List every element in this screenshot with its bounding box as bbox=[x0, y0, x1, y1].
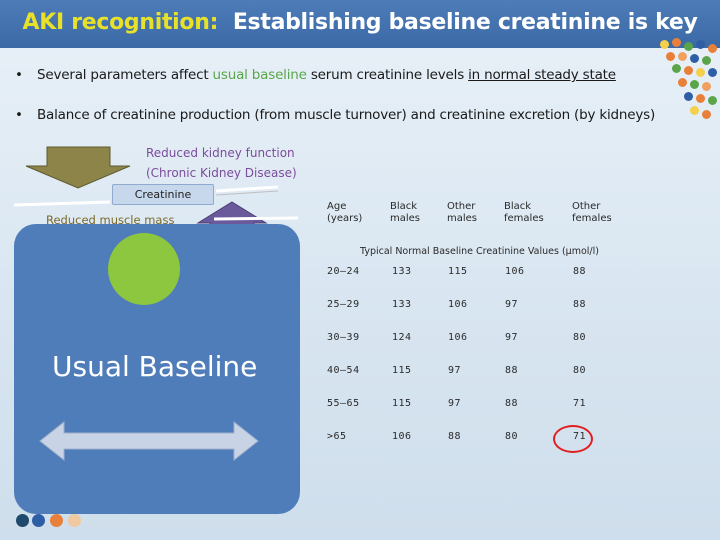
value-cell: 133 bbox=[392, 266, 412, 277]
decorative-dots bbox=[658, 38, 720, 128]
value-cell: 97 bbox=[448, 398, 462, 409]
value-cell: 115 bbox=[448, 266, 468, 277]
value-cell: 88 bbox=[505, 365, 519, 376]
age-range-cell: 25–29 bbox=[327, 299, 360, 310]
bullet-1-underlined: in normal steady state bbox=[468, 67, 616, 83]
down-arrow-icon bbox=[25, 146, 131, 189]
bullet-1-before: Several parameters affect bbox=[37, 67, 213, 83]
creatinine-level-circle bbox=[108, 233, 180, 305]
double-arrow-icon bbox=[39, 420, 259, 462]
header-other-females: Other females bbox=[572, 201, 612, 224]
value-cell: 71 bbox=[573, 398, 587, 409]
header-age: Age (years) bbox=[327, 201, 363, 224]
value-cell: 133 bbox=[392, 299, 412, 310]
value-cell: 97 bbox=[505, 332, 519, 343]
kidney-label-2: (Chronic Kidney Disease) bbox=[146, 166, 297, 180]
value-cell: 80 bbox=[573, 332, 587, 343]
age-range-cell: 40–54 bbox=[327, 365, 360, 376]
value-cell: 115 bbox=[392, 398, 412, 409]
usual-baseline-label: Usual Baseline bbox=[52, 350, 258, 383]
highlight-circle bbox=[553, 425, 593, 453]
bullet-2: • Balance of creatinine production (from … bbox=[15, 107, 655, 123]
value-cell: 106 bbox=[448, 299, 468, 310]
header-black-males: Black males bbox=[390, 201, 421, 224]
value-cell: 97 bbox=[505, 299, 519, 310]
value-cell: 88 bbox=[573, 266, 587, 277]
bullet-marker: • bbox=[15, 107, 23, 123]
bullet-1: • Several parameters affect usual baselin… bbox=[15, 67, 616, 83]
slide-title: AKI recognition: Establishing baseline c… bbox=[0, 10, 720, 35]
header-other-males: Other males bbox=[447, 201, 478, 224]
value-cell: 97 bbox=[448, 365, 462, 376]
bullet-1-middle: serum creatinine levels bbox=[306, 67, 469, 83]
kidney-label-1: Reduced kidney function bbox=[146, 146, 295, 160]
value-cell: 88 bbox=[448, 431, 462, 442]
creatinine-label: Creatinine bbox=[112, 184, 214, 205]
value-cell: 80 bbox=[573, 365, 587, 376]
value-cell: 106 bbox=[392, 431, 412, 442]
age-range-cell: 55–65 bbox=[327, 398, 360, 409]
bullet-marker: • bbox=[15, 67, 23, 83]
value-cell: 80 bbox=[505, 431, 519, 442]
title-accent: AKI recognition: bbox=[22, 10, 219, 35]
value-cell: 124 bbox=[392, 332, 412, 343]
value-cell: 115 bbox=[392, 365, 412, 376]
value-cell: 88 bbox=[573, 299, 587, 310]
title-rest: Establishing baseline creatinine is key bbox=[232, 10, 698, 35]
muscle-mass-label: Reduced muscle mass bbox=[46, 213, 175, 227]
value-cell: 88 bbox=[505, 398, 519, 409]
age-range-cell: 20–24 bbox=[327, 266, 360, 277]
table-caption: Typical Normal Baseline Creatinine Value… bbox=[360, 246, 599, 257]
age-range-cell: 30–39 bbox=[327, 332, 360, 343]
age-range-cell: >65 bbox=[327, 431, 347, 442]
title-bar bbox=[0, 0, 720, 48]
header-black-females: Black females bbox=[504, 201, 544, 224]
bullet-2-text: Balance of creatinine production (from m… bbox=[37, 107, 656, 123]
value-cell: 106 bbox=[505, 266, 525, 277]
value-cell: 106 bbox=[448, 332, 468, 343]
bullet-1-highlight: usual baseline bbox=[212, 67, 307, 83]
